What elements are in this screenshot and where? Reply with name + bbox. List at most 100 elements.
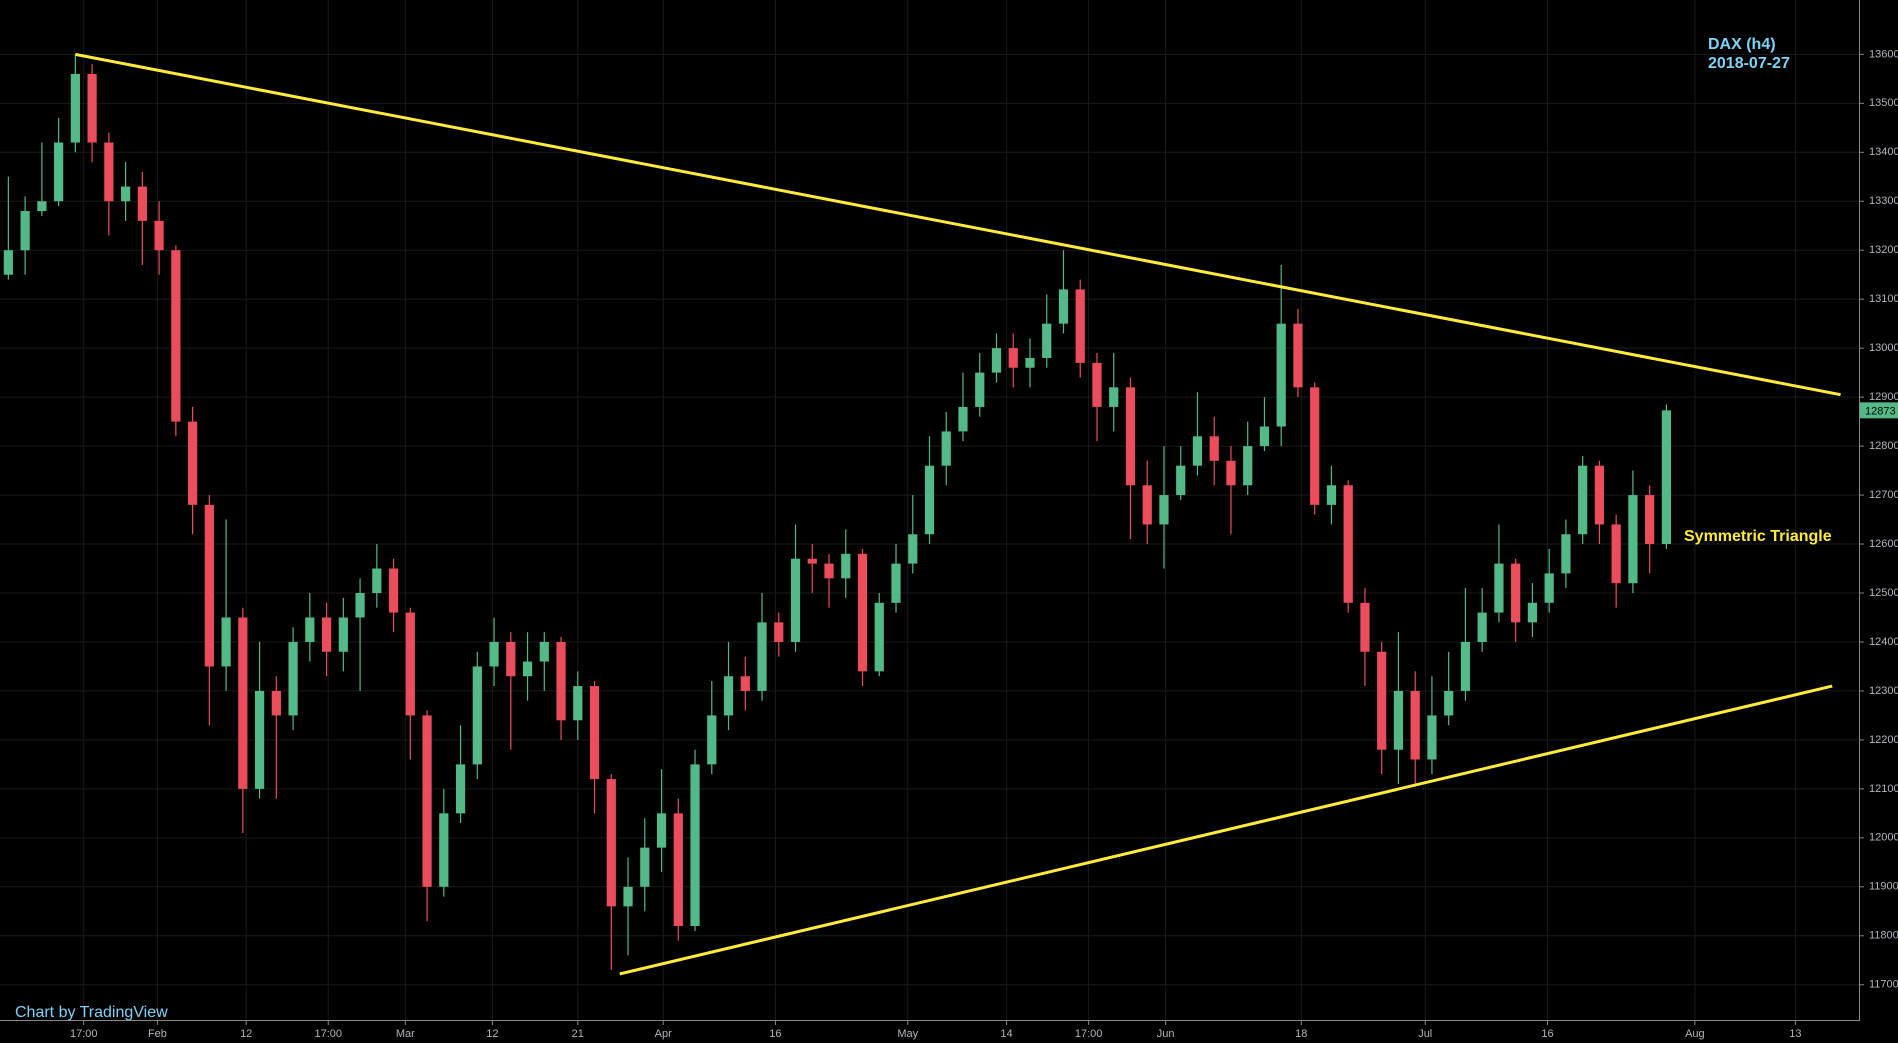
- x-tick-label: 17:00: [70, 1028, 98, 1040]
- x-tick-label: Apr: [655, 1028, 672, 1040]
- axes: 11700 11800 11900 12000 12100 12200 12300 12400…: [70, 48, 1898, 1040]
- candle-body: [1243, 446, 1253, 486]
- y-tick-label: 12500: [1869, 587, 1898, 599]
- candle-body: [70, 73, 80, 143]
- candle-body: [1142, 485, 1152, 525]
- candle-body: [556, 641, 566, 721]
- candle-body: [774, 622, 784, 642]
- y-tick-label: 13100: [1869, 293, 1898, 305]
- candle-body: [656, 813, 667, 848]
- last-price-label: 12873: [1865, 405, 1896, 417]
- y-tick-label: 12000: [1869, 832, 1898, 844]
- candle-body: [489, 641, 499, 667]
- candle-body: [187, 421, 198, 505]
- annotation: Symmetric Triangle: [1684, 528, 1832, 545]
- candle-body: [958, 406, 968, 432]
- candle-body: [539, 641, 549, 662]
- candle-body: [1544, 573, 1554, 603]
- x-tick-label: 17:00: [314, 1028, 342, 1040]
- candle-body: [121, 186, 131, 202]
- candle-body: [388, 568, 399, 613]
- candle-body: [573, 686, 583, 721]
- candle-body: [623, 886, 633, 907]
- x-tick-label: Jul: [1418, 1028, 1432, 1040]
- x-tick-label: 12: [486, 1028, 498, 1040]
- watermark: Chart by TradingView: [15, 1004, 168, 1021]
- candle-body: [757, 622, 767, 691]
- y-tick-label: 12100: [1869, 783, 1898, 795]
- y-tick-label: 12900: [1869, 391, 1898, 403]
- candle-body: [1259, 426, 1270, 447]
- candle-body: [1661, 410, 1672, 545]
- candle-body: [1343, 485, 1353, 603]
- candle-body: [1377, 651, 1387, 750]
- candle-body: [1360, 602, 1370, 652]
- candle-body: [857, 553, 868, 672]
- y-tick-label: 12400: [1869, 636, 1898, 648]
- candle-body: [204, 504, 214, 667]
- y-tick-label: 13600: [1869, 48, 1898, 60]
- x-tick-label: Mar: [396, 1028, 415, 1040]
- x-tick-label: 16: [1541, 1028, 1553, 1040]
- y-tick-label: 11900: [1869, 881, 1898, 893]
- x-tick-label: 18: [1295, 1028, 1307, 1040]
- candle-body: [1042, 323, 1052, 358]
- candle-body: [439, 813, 449, 887]
- x-tick-label: Feb: [148, 1028, 167, 1040]
- trendline: [75, 52, 1841, 397]
- candle-body: [3, 250, 13, 275]
- y-tick-label: 13400: [1869, 146, 1898, 158]
- y-tick-label: 12600: [1869, 538, 1898, 550]
- candle-body: [891, 563, 901, 603]
- y-tick-label: 13300: [1869, 195, 1898, 207]
- x-tick-label: 16: [769, 1028, 781, 1040]
- y-tick-label: 11700: [1869, 979, 1898, 991]
- chart-subtitle: 2018-07-27: [1708, 55, 1790, 72]
- y-tick-label: 13500: [1869, 97, 1898, 109]
- candle-body: [589, 686, 600, 780]
- candle-body: [455, 764, 466, 814]
- candle-body: [874, 602, 884, 672]
- candle-body: [673, 813, 683, 926]
- candle-body: [321, 617, 332, 652]
- candle-body: [1293, 323, 1303, 388]
- candle-body: [924, 465, 935, 535]
- candle-body: [690, 764, 700, 926]
- x-tick-label: Jun: [1157, 1028, 1175, 1040]
- candle-body: [1578, 465, 1588, 535]
- candle-body: [707, 715, 717, 765]
- candle-body: [422, 715, 432, 887]
- candle-body: [87, 73, 97, 143]
- candle-body: [338, 617, 348, 652]
- candle-body: [221, 617, 231, 667]
- candle-body: [1109, 387, 1119, 407]
- candle-body: [305, 617, 315, 642]
- candle-body: [1058, 289, 1069, 324]
- candle-body: [171, 250, 181, 422]
- candle-body: [238, 617, 248, 789]
- x-tick-label: 14: [1000, 1028, 1012, 1040]
- candle-body: [20, 211, 30, 251]
- candle-body: [472, 666, 482, 765]
- candle-body: [1159, 495, 1169, 525]
- y-tick-label: 12800: [1869, 440, 1898, 452]
- candle-body: [104, 142, 114, 202]
- y-tick-label: 13000: [1869, 342, 1898, 354]
- candle-body: [137, 186, 147, 221]
- candle-body: [1025, 357, 1035, 368]
- y-tick-label: 12300: [1869, 685, 1898, 697]
- candle-body: [908, 534, 918, 564]
- plot: [3, 52, 1841, 976]
- candle-body: [1561, 534, 1571, 574]
- candle-body: [1125, 387, 1136, 486]
- candle-body: [1628, 495, 1638, 584]
- y-tick-label: 13200: [1869, 244, 1898, 256]
- candle-body: [1594, 465, 1605, 525]
- candle-body: [1276, 323, 1286, 427]
- candle-body: [1410, 690, 1420, 760]
- candle-body: [1611, 524, 1621, 584]
- candle-body: [522, 661, 533, 677]
- candle-body: [1075, 289, 1085, 363]
